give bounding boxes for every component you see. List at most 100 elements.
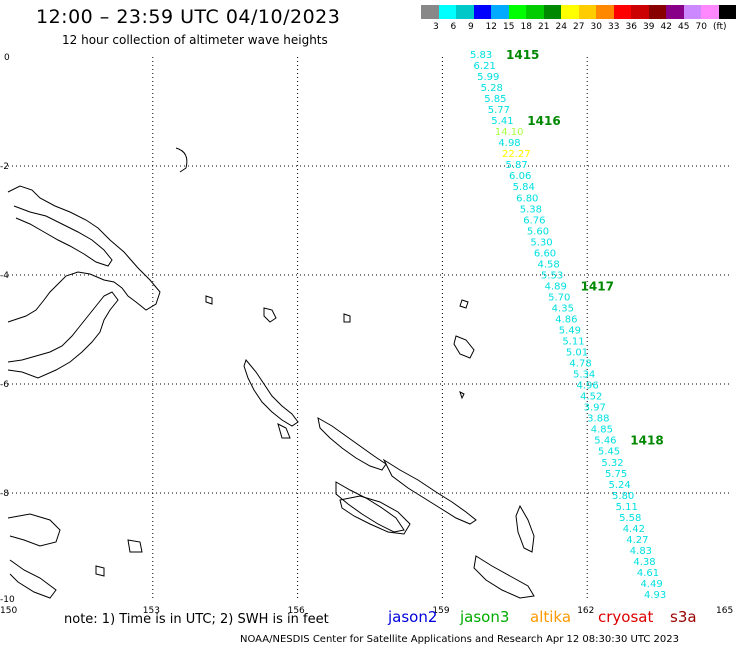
legend-label: 18 xyxy=(520,22,532,32)
wave-height-label: 5.75 xyxy=(605,469,627,480)
coastline-islet-6 xyxy=(95,565,105,577)
satellite-label-jason3: jason3 xyxy=(460,608,510,626)
wave-height-label: 4.83 xyxy=(630,546,652,557)
wave-height-label: 5.11 xyxy=(616,502,638,513)
coastline-makira xyxy=(473,555,535,599)
wave-height-label: 5.60 xyxy=(527,226,549,237)
wave-height-label: 6.06 xyxy=(509,171,531,182)
legend-label: 27 xyxy=(573,22,585,32)
wave-height-label: 5.84 xyxy=(513,182,535,193)
wave-height-label: 3.88 xyxy=(587,414,609,425)
coastline-islet-5 xyxy=(127,539,143,553)
wave-height-label: 14.10 xyxy=(495,127,524,138)
coastline-islet-2 xyxy=(343,313,351,323)
coastline-south-arc-2 xyxy=(9,559,57,599)
wave-height-label: 5.80 xyxy=(612,491,634,502)
wave-height-label: 4.89 xyxy=(545,281,567,292)
legend-label: 12 xyxy=(485,22,497,32)
footer-note: note: 1) Time is in UTC; 2) SWH is in fe… xyxy=(64,612,329,627)
legend-swatch xyxy=(421,5,439,19)
x-tick-label: 165 xyxy=(716,606,733,616)
legend-label: 42 xyxy=(660,22,672,32)
x-tick-label: 153 xyxy=(143,606,160,616)
legend-swatch xyxy=(526,5,544,19)
map-title: 12:00 – 23:59 UTC 04/10/2023 xyxy=(36,6,341,28)
wave-height-label: 6.80 xyxy=(516,193,538,204)
coastline-malaita xyxy=(515,504,535,553)
legend-label: 15 xyxy=(503,22,515,32)
wave-height-label: 4.98 xyxy=(498,138,520,149)
coastline-new-guinea xyxy=(7,185,161,323)
wave-height-label: 5.87 xyxy=(506,160,528,171)
coastline-guadalcanal xyxy=(339,495,411,535)
x-tick-label: 159 xyxy=(432,606,449,616)
legend-swatch xyxy=(456,5,474,19)
wave-height-label: 5.34 xyxy=(573,370,595,381)
legend-swatch xyxy=(491,5,509,19)
legend-label: 3 xyxy=(433,22,439,32)
legend-swatch xyxy=(596,5,614,19)
wave-height-label: 5.58 xyxy=(619,513,641,524)
legend-label: 45 xyxy=(678,22,690,32)
wave-height-label: 5.30 xyxy=(530,237,552,248)
wave-height-label: 4.52 xyxy=(580,392,602,403)
legend-swatch xyxy=(613,5,631,19)
wave-height-label: 6.60 xyxy=(534,248,556,259)
coastline-islet-3 xyxy=(205,295,213,305)
legend-swatch xyxy=(508,5,526,19)
wave-height-label: 4.85 xyxy=(591,425,613,436)
altimeter-track: 5.836.215.995.285.855.775.4114.104.9822.… xyxy=(470,48,666,601)
coastlines xyxy=(7,147,535,599)
wave-height-label: 5.45 xyxy=(598,447,620,458)
legend-swatch xyxy=(561,5,579,19)
legend-swatch xyxy=(438,5,456,19)
legend-swatch xyxy=(718,5,736,19)
legend-label: 9 xyxy=(468,22,474,32)
wave-height-label: 5.70 xyxy=(548,292,570,303)
y-tick-label: 0 xyxy=(4,53,10,63)
orbit-label: 1418 xyxy=(630,434,663,448)
legend-swatch xyxy=(666,5,684,19)
x-tick-label: 162 xyxy=(577,606,594,616)
wave-height-label: 4.58 xyxy=(537,259,559,270)
legend-label: 21 xyxy=(538,22,550,32)
wave-height-label: 4.86 xyxy=(555,314,577,325)
legend-swatch xyxy=(543,5,561,19)
wave-height-label: 6.21 xyxy=(474,61,496,72)
wave-height-label: 5.83 xyxy=(470,50,492,61)
legend-swatch xyxy=(473,5,491,19)
coastline-islet-4 xyxy=(175,147,188,173)
color-legend xyxy=(421,5,736,19)
satellite-label-jason2: jason2 xyxy=(388,608,438,626)
coastline-islet-1 xyxy=(263,307,277,323)
map-subtitle: 12 hour collection of altimeter wave hei… xyxy=(62,33,328,47)
y-tick-label: -4 xyxy=(0,271,9,281)
legend-swatch xyxy=(701,5,719,19)
wave-height-label: 5.49 xyxy=(559,326,581,337)
wave-height-label: 4.61 xyxy=(637,568,659,579)
y-tick-label: -8 xyxy=(0,489,9,499)
coastline-new-guinea-south xyxy=(7,291,119,379)
wave-height-label: 5.01 xyxy=(566,348,588,359)
footer-credit: NOAA/NESDIS Center for Satellite Applica… xyxy=(240,634,679,645)
wave-height-label: 5.85 xyxy=(484,94,506,105)
wave-height-label: 5.77 xyxy=(488,105,510,116)
wave-height-label: 4.38 xyxy=(633,557,655,568)
coastline-vanuatu-1 xyxy=(453,335,475,359)
wave-height-label: 5.28 xyxy=(481,83,503,94)
wave-height-label: 4.27 xyxy=(626,535,648,546)
coastline-bougainville xyxy=(243,358,299,427)
wave-height-label: 5.99 xyxy=(477,72,499,83)
wave-height-label: 5.38 xyxy=(520,204,542,215)
coastline-solomons-1 xyxy=(317,417,387,471)
legend-swatch xyxy=(683,5,701,19)
wave-height-label: 4.96 xyxy=(577,381,599,392)
satellite-label-altika: altika xyxy=(530,608,572,626)
legend-label: 39 xyxy=(643,22,655,32)
satellite-label-s3a: s3a xyxy=(670,608,697,626)
orbit-label: 1416 xyxy=(527,114,560,128)
legend-label: 36 xyxy=(625,22,637,32)
coastline-south-arc xyxy=(7,513,61,547)
wave-height-label: 6.76 xyxy=(523,215,545,226)
